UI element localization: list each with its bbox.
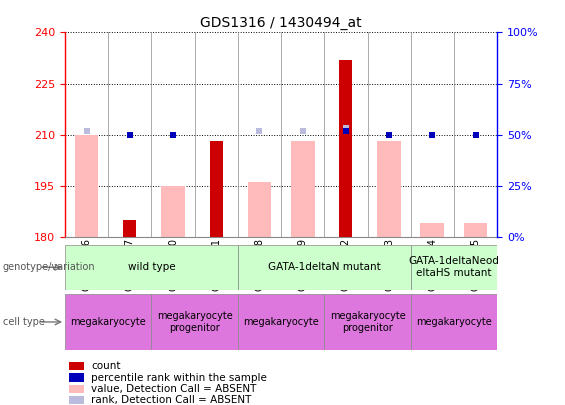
Bar [411,294,497,350]
Bar [65,245,238,290]
Bar [65,294,151,350]
Bar [75,134,98,237]
Bar [69,362,84,370]
Bar [210,141,223,237]
Bar [340,60,353,237]
Title: GDS1316 / 1430494_at: GDS1316 / 1430494_at [200,16,362,30]
Text: value, Detection Call = ABSENT: value, Detection Call = ABSENT [91,384,257,394]
Bar [464,223,488,237]
Text: cell type: cell type [3,317,45,327]
Text: GATA-1deltaNeod
eltaHS mutant: GATA-1deltaNeod eltaHS mutant [408,256,499,278]
Bar [420,223,444,237]
Bar [69,396,84,404]
Bar [291,141,315,237]
Text: count: count [91,361,120,371]
Bar [69,385,84,393]
Bar [377,141,401,237]
Text: megakaryocyte
progenitor: megakaryocyte progenitor [329,311,406,333]
Text: megakaryocyte: megakaryocyte [416,317,492,327]
Bar [238,245,411,290]
Bar [247,182,271,237]
Bar [123,220,136,237]
Text: wild type: wild type [128,262,175,272]
Text: megakaryocyte: megakaryocyte [70,317,146,327]
Bar [161,186,185,237]
Text: percentile rank within the sample: percentile rank within the sample [91,373,267,382]
Text: megakaryocyte: megakaryocyte [243,317,319,327]
Text: megakaryocyte
progenitor: megakaryocyte progenitor [157,311,233,333]
Text: GATA-1deltaN mutant: GATA-1deltaN mutant [268,262,381,272]
Bar [324,294,411,350]
Bar [411,245,497,290]
Text: rank, Detection Call = ABSENT: rank, Detection Call = ABSENT [91,395,251,405]
Bar [238,294,324,350]
Bar [69,373,84,382]
Bar [151,294,238,350]
Text: genotype/variation: genotype/variation [3,262,95,272]
